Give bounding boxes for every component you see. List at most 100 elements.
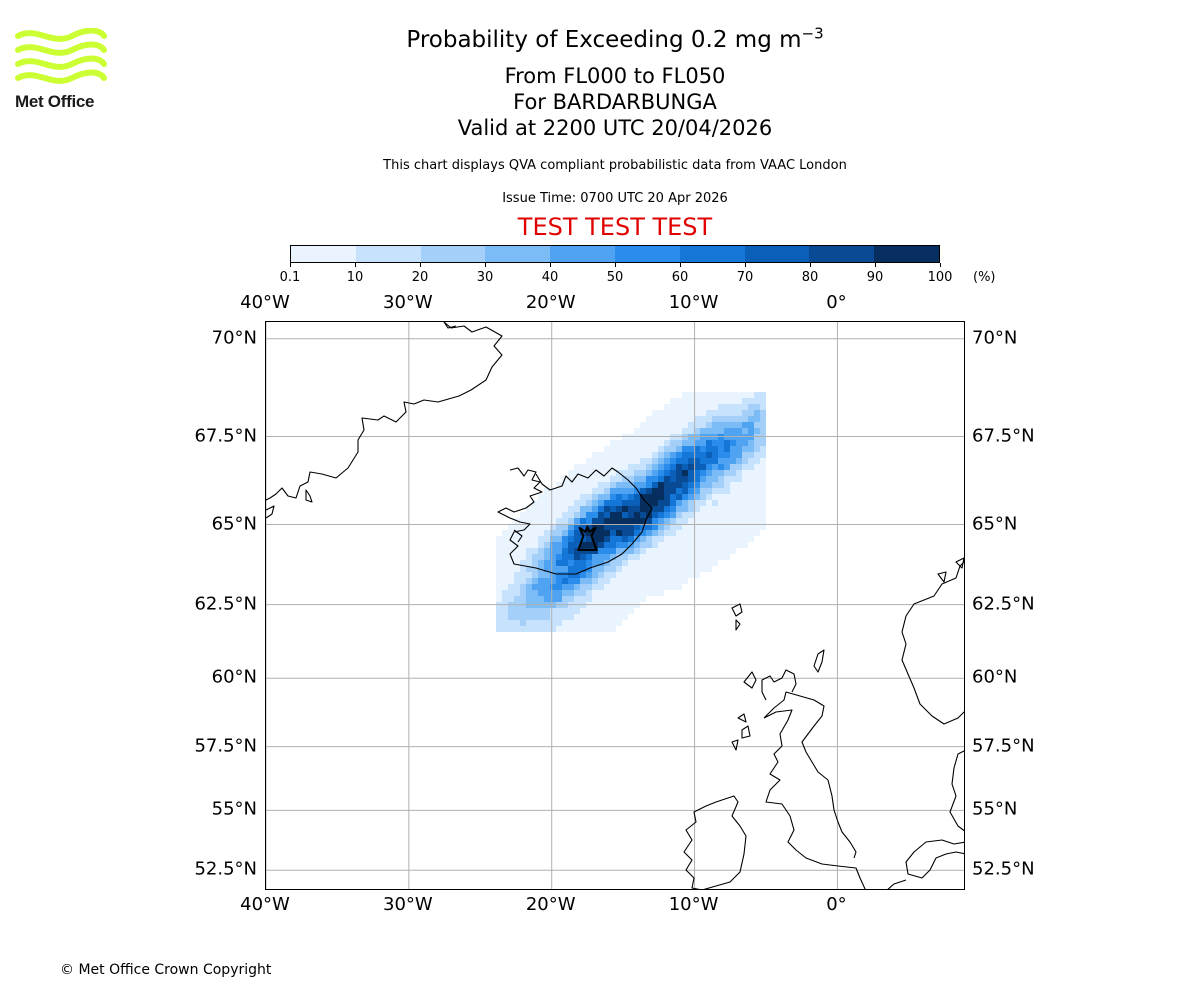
ash-cell bbox=[718, 506, 724, 512]
ash-cell bbox=[634, 590, 640, 596]
ash-cell bbox=[670, 548, 676, 554]
ash-cell bbox=[706, 464, 712, 470]
ash-cell bbox=[706, 476, 712, 482]
ash-cell bbox=[694, 446, 700, 452]
ash-cell bbox=[730, 530, 736, 536]
ash-cell bbox=[646, 590, 652, 596]
ash-cell bbox=[688, 554, 694, 560]
ash-cell bbox=[700, 560, 706, 566]
ash-cell bbox=[580, 494, 586, 500]
ash-cell bbox=[724, 518, 730, 524]
latitude-label: 65°N bbox=[972, 513, 1018, 535]
ash-cell bbox=[658, 452, 664, 458]
ash-cell bbox=[682, 470, 688, 476]
ash-cell bbox=[760, 422, 766, 428]
ash-cell bbox=[676, 410, 682, 416]
ash-cell bbox=[676, 446, 682, 452]
ash-cell bbox=[550, 542, 556, 548]
ash-cell bbox=[700, 416, 706, 422]
ash-cell bbox=[760, 500, 766, 506]
ash-cell bbox=[580, 476, 586, 482]
ash-cell bbox=[550, 518, 556, 524]
ash-cell bbox=[658, 560, 664, 566]
ash-cell bbox=[634, 500, 640, 506]
ash-cell bbox=[670, 416, 676, 422]
ash-cell bbox=[598, 614, 604, 620]
ash-cell bbox=[610, 470, 616, 476]
ash-cell bbox=[550, 626, 556, 632]
ash-cell bbox=[550, 608, 556, 614]
ash-cell bbox=[580, 482, 586, 488]
map-canvas[interactable] bbox=[266, 322, 965, 890]
ash-cell bbox=[574, 608, 580, 614]
ash-cell bbox=[754, 530, 760, 536]
ash-cell bbox=[724, 476, 730, 482]
ash-cell bbox=[646, 464, 652, 470]
ash-cell bbox=[688, 488, 694, 494]
ash-cell bbox=[568, 626, 574, 632]
ash-cell bbox=[556, 590, 562, 596]
ash-cell bbox=[754, 452, 760, 458]
ash-cell bbox=[634, 530, 640, 536]
ash-cell bbox=[718, 422, 724, 428]
ash-cell bbox=[640, 542, 646, 548]
ash-cell bbox=[514, 524, 520, 530]
ash-cell bbox=[508, 560, 514, 566]
ash-cell bbox=[712, 536, 718, 542]
ash-cell bbox=[748, 488, 754, 494]
ash-cell bbox=[646, 482, 652, 488]
longitude-label: 0° bbox=[826, 292, 847, 313]
ash-cell bbox=[652, 500, 658, 506]
ash-cell bbox=[676, 572, 682, 578]
ash-cell bbox=[742, 482, 748, 488]
ash-cell bbox=[496, 596, 502, 602]
ash-cell bbox=[628, 440, 634, 446]
ash-cell bbox=[556, 512, 562, 518]
ash-cell bbox=[748, 536, 754, 542]
ash-cell bbox=[556, 572, 562, 578]
ash-cell bbox=[556, 620, 562, 626]
ash-cell bbox=[544, 626, 550, 632]
ash-cell bbox=[592, 512, 598, 518]
ash-cell bbox=[520, 608, 526, 614]
ash-cell bbox=[712, 452, 718, 458]
ash-cell bbox=[598, 626, 604, 632]
ash-cell bbox=[652, 554, 658, 560]
ash-cell bbox=[622, 518, 628, 524]
ash-cell bbox=[592, 584, 598, 590]
ash-cell bbox=[676, 530, 682, 536]
ash-cell bbox=[574, 566, 580, 572]
ash-cell bbox=[760, 506, 766, 512]
ash-cell bbox=[538, 530, 544, 536]
ash-cell bbox=[586, 590, 592, 596]
ash-cell bbox=[682, 422, 688, 428]
ash-cell bbox=[664, 440, 670, 446]
ash-cell bbox=[718, 428, 724, 434]
ash-cell bbox=[598, 506, 604, 512]
ash-cell bbox=[568, 548, 574, 554]
ash-cell bbox=[658, 590, 664, 596]
ash-cell bbox=[496, 560, 502, 566]
ash-cell bbox=[610, 542, 616, 548]
ash-cell bbox=[616, 530, 622, 536]
map-panel[interactable] bbox=[265, 321, 965, 890]
ash-cell bbox=[664, 488, 670, 494]
colorbar-tick bbox=[745, 263, 746, 267]
ash-cell bbox=[526, 530, 532, 536]
ash-cell bbox=[658, 506, 664, 512]
ash-cell bbox=[568, 608, 574, 614]
ash-cell bbox=[742, 398, 748, 404]
ash-cell bbox=[610, 572, 616, 578]
ash-cell bbox=[676, 440, 682, 446]
ash-cell bbox=[520, 590, 526, 596]
ash-cell bbox=[682, 524, 688, 530]
ash-cell bbox=[646, 554, 652, 560]
ash-cell bbox=[682, 554, 688, 560]
ash-cell bbox=[682, 500, 688, 506]
ash-cell bbox=[634, 476, 640, 482]
ash-cell bbox=[754, 500, 760, 506]
ash-cell bbox=[550, 560, 556, 566]
ash-cell bbox=[742, 524, 748, 530]
ash-cell bbox=[682, 440, 688, 446]
longitude-label: 20°W bbox=[525, 292, 576, 313]
